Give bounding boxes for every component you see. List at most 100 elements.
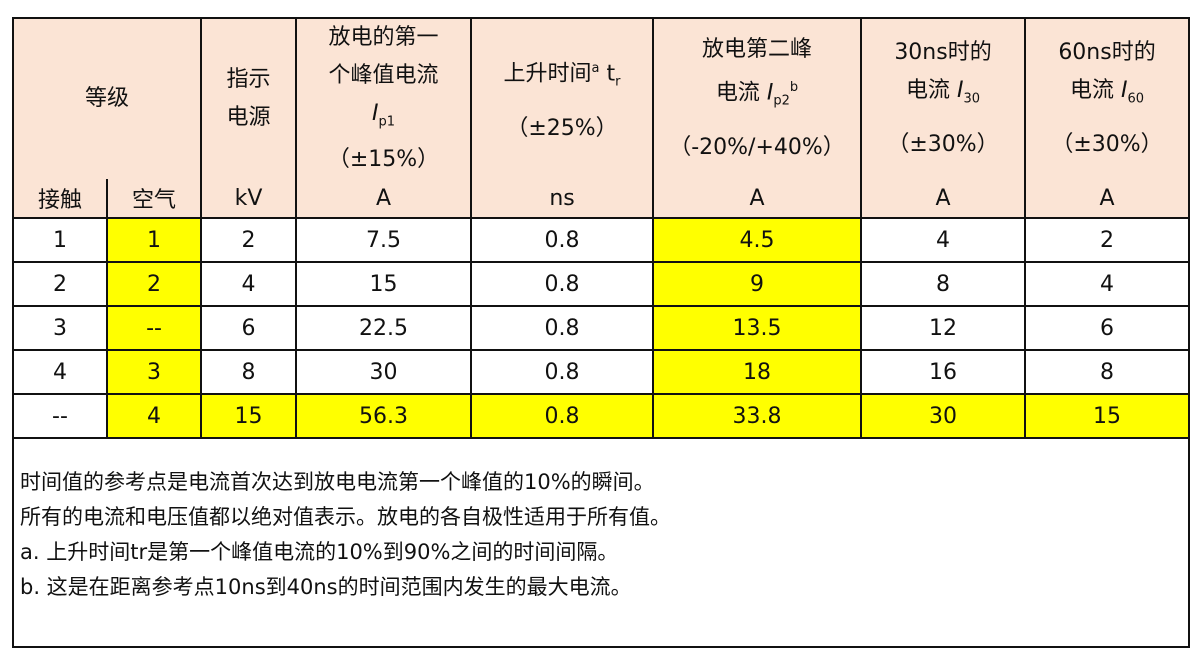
header-sub: p1 xyxy=(378,114,396,130)
data-cell: 22.5 xyxy=(295,305,473,352)
data-cell: 2 xyxy=(12,261,108,308)
data-cell: 56.3 xyxy=(295,393,473,440)
unit-cell: A xyxy=(295,179,473,220)
header-sup: a xyxy=(591,61,600,77)
unit-cell: 空气 xyxy=(105,179,203,220)
header-tolerance: （±25%） xyxy=(506,116,618,142)
data-cell: 3 xyxy=(105,349,203,396)
data-cell: 30 xyxy=(295,349,473,396)
header-text: 指示 xyxy=(226,67,271,93)
data-cell: 2 xyxy=(105,261,203,308)
header-text: 电源 xyxy=(226,105,271,131)
data-row: 3 -- 6 22.5 0.8 13.5 12 6 xyxy=(12,305,1191,352)
header-cell: 30ns时的电流 I30 （±30%） xyxy=(860,16,1027,180)
unit-cell: ns xyxy=(470,179,655,220)
data-cell: 33.8 xyxy=(652,393,863,440)
data-row: 4 3 8 30 0.8 18 16 8 xyxy=(12,349,1191,396)
unit-cell: A xyxy=(1024,179,1191,220)
data-cell: 0.8 xyxy=(470,261,655,308)
header-symbol: I xyxy=(372,101,379,126)
data-row: 2 2 4 15 0.8 9 8 4 xyxy=(12,261,1191,308)
data-cell: 12 xyxy=(860,305,1027,352)
header-symbol: I xyxy=(1121,78,1128,103)
data-cell: 13.5 xyxy=(652,305,863,352)
header-text: 60ns时的 xyxy=(1058,40,1156,65)
header-sup: b xyxy=(789,80,799,96)
data-cell: -- xyxy=(105,305,203,352)
note-line: a. 上升时间tr是第一个峰值电流的10%到90%之间的时间间隔。 xyxy=(20,540,619,565)
header-tolerance: （±15%） xyxy=(327,147,440,173)
header-text: 放电第二峰 xyxy=(702,37,813,63)
notes-row: 时间值的参考点是电流首次达到放电电流第一个峰值的10%的瞬间。 所有的电流和电压值… xyxy=(11,437,1191,648)
data-cell: -- xyxy=(12,393,108,440)
data-cell: 0.8 xyxy=(470,305,655,352)
data-cell: 4.5 xyxy=(652,217,863,264)
header-sub: 30 xyxy=(963,91,981,107)
data-cell: 30 xyxy=(860,393,1027,440)
data-cell: 4 xyxy=(1024,261,1191,308)
note-line: 所有的电流和电压值都以绝对值表示。放电的各自极性适用于所有值。 xyxy=(20,505,671,530)
data-row: -- 4 15 56.3 0.8 33.8 30 15 xyxy=(12,393,1191,440)
data-cell: 1 xyxy=(12,217,108,264)
header-text: 电流 xyxy=(715,80,760,106)
data-cell: 6 xyxy=(1024,305,1191,352)
data-cell: 0.8 xyxy=(470,349,655,396)
data-cell: 4 xyxy=(12,349,108,396)
header-text: 电流 xyxy=(905,78,950,103)
data-cell: 3 xyxy=(12,305,108,352)
header-cell: 上升时间a tr （±25%） xyxy=(470,16,655,180)
header-tolerance: （±30%） xyxy=(1051,132,1163,158)
header-sub: r xyxy=(615,75,621,91)
data-cell: 4 xyxy=(860,217,1027,264)
header-symbol: I xyxy=(766,80,774,106)
data-cell: 9 xyxy=(652,261,863,308)
data-row: 1 1 2 7.5 0.8 4.5 4 2 xyxy=(12,217,1191,264)
note-line: 时间值的参考点是电流首次达到放电电流第一个峰值的10%的瞬间。 xyxy=(20,470,655,495)
header-cell: 放电的第一个峰值电流 Ip1 （±15%） xyxy=(295,16,473,180)
header-cell: 60ns时的电流 I60 （±30%） xyxy=(1024,16,1191,180)
note-line: b. 这是在距离参考点10ns到40ns的时间范围内发生的最大电流。 xyxy=(20,575,632,600)
notes-cell: 时间值的参考点是电流首次达到放电电流第一个峰值的10%的瞬间。 所有的电流和电压值… xyxy=(11,437,1191,648)
header-tolerance: （±30%） xyxy=(887,132,999,158)
data-cell: 15 xyxy=(1024,393,1191,440)
data-cell: 7.5 xyxy=(295,217,473,264)
header-text: 放电的第一 xyxy=(328,25,439,50)
spec-table: 等级 指示电源 放电的第一个峰值电流 Ip1 （±15%） 上升时间a tr （±25… xyxy=(11,16,1191,648)
data-cell: 8 xyxy=(860,261,1027,308)
header-text: 等级 xyxy=(85,86,130,112)
unit-cell: 接触 xyxy=(12,179,108,220)
unit-cell: kV xyxy=(200,179,298,220)
header-text: 上升时间 xyxy=(503,61,592,87)
data-cell: 1 xyxy=(105,217,203,264)
data-cell: 6 xyxy=(200,305,298,352)
header-text: 个峰值电流 xyxy=(328,63,439,88)
header-row: 等级 指示电源 放电的第一个峰值电流 Ip1 （±15%） 上升时间a tr （±25… xyxy=(11,16,1191,180)
data-cell: 0.8 xyxy=(470,217,655,264)
unit-row: 接触 空气 kV A ns A A A xyxy=(12,179,1191,220)
header-cell: 放电第二峰电流 Ip2b （-20%/+40%） xyxy=(652,16,863,180)
unit-cell: A xyxy=(860,179,1027,220)
header-tolerance: （-20%/+40%） xyxy=(669,135,845,161)
header-sub: p2 xyxy=(773,94,790,110)
data-cell: 2 xyxy=(200,217,298,264)
header-cell: 指示 电源 xyxy=(200,16,298,180)
data-cell: 4 xyxy=(200,261,298,308)
header-symbol: t xyxy=(606,61,616,87)
data-cell: 4 xyxy=(105,393,203,440)
header-cell: 等级 xyxy=(11,16,203,180)
page: 等级 指示电源 放电的第一个峰值电流 Ip1 （±15%） 上升时间a tr （±25… xyxy=(11,16,1191,648)
data-cell: 8 xyxy=(200,349,298,396)
data-cell: 15 xyxy=(200,393,298,440)
unit-cell: A xyxy=(652,179,863,220)
data-cell: 15 xyxy=(295,261,473,308)
header-text: 30ns时的 xyxy=(894,40,992,65)
data-cell: 0.8 xyxy=(470,393,655,440)
table-body: 1 1 2 7.5 0.8 4.5 4 2 2 2 4 15 0.8 9 8 4 3 -- 6 22.5 0.8 13.5… xyxy=(12,217,1191,440)
data-cell: 16 xyxy=(860,349,1027,396)
header-text: 电流 xyxy=(1069,78,1114,103)
header-symbol: I xyxy=(957,78,964,103)
data-cell: 2 xyxy=(1024,217,1191,264)
data-cell: 18 xyxy=(652,349,863,396)
header-sub: 60 xyxy=(1127,91,1145,107)
data-cell: 8 xyxy=(1024,349,1191,396)
